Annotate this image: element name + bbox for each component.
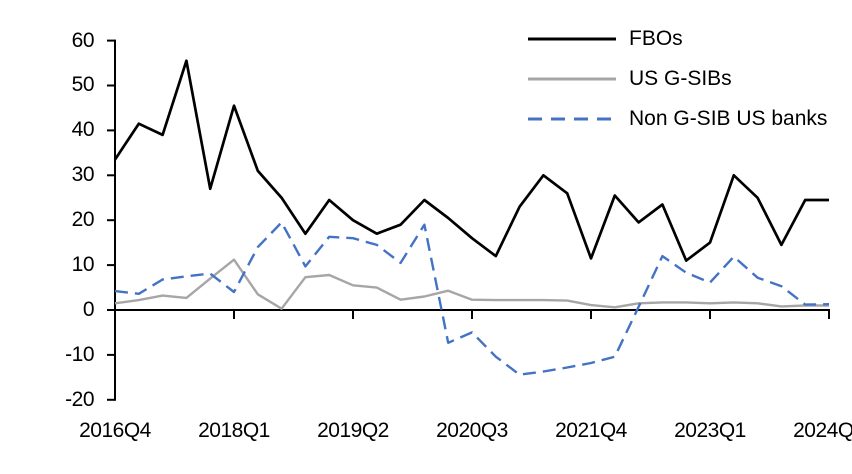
- y-axis-tick-label: -20: [65, 388, 94, 411]
- legend-item-non-gsib-us-banks: Non G-SIB US banks: [528, 99, 827, 139]
- y-axis-tick-label: -10: [65, 343, 94, 366]
- line-chart: 60 50 40 30 20 10 0 -10 -20 2016Q4 2018Q…: [40, 16, 852, 458]
- x-axis-tick-label: 2024Q2: [793, 419, 852, 442]
- legend-item-us-gsibs: US G-SIBs: [528, 59, 827, 99]
- x-axis-tick-label: 2016Q4: [79, 419, 151, 442]
- y-axis-tick-label: 20: [71, 208, 95, 231]
- us-gsibs-line-sample-icon: [528, 77, 616, 81]
- y-axis-tick-label: 50: [71, 73, 95, 96]
- legend-label-non-gsib-us-banks: Non G-SIB US banks: [629, 107, 828, 130]
- non-gsib-us-banks-line-sample-icon: [528, 117, 616, 121]
- legend-item-fbos: FBOs: [528, 19, 827, 59]
- x-axis-tick-label: 2018Q1: [198, 419, 270, 442]
- y-axis-tick-label: 40: [71, 118, 95, 141]
- x-axis-tick-label: 2021Q4: [555, 419, 627, 442]
- x-axis-tick-label: 2020Q3: [436, 419, 508, 442]
- y-axis-tick-label: 10: [71, 253, 95, 276]
- fbos-line-sample-icon: [528, 37, 616, 41]
- x-axis-tick-label: 2019Q2: [317, 419, 389, 442]
- x-axis-tick-label: 2023Q1: [674, 419, 746, 442]
- y-axis-tick-label: 60: [71, 29, 95, 52]
- y-axis-tick-label: 0: [82, 298, 95, 321]
- legend: FBOs US G-SIBs Non G-SIB US banks: [528, 19, 827, 139]
- plot-svg: [107, 39, 830, 401]
- legend-label-fbos: FBOs: [629, 27, 683, 50]
- y-axis-tick-label: 30: [71, 163, 95, 186]
- legend-label-us-gsibs: US G-SIBs: [629, 67, 732, 90]
